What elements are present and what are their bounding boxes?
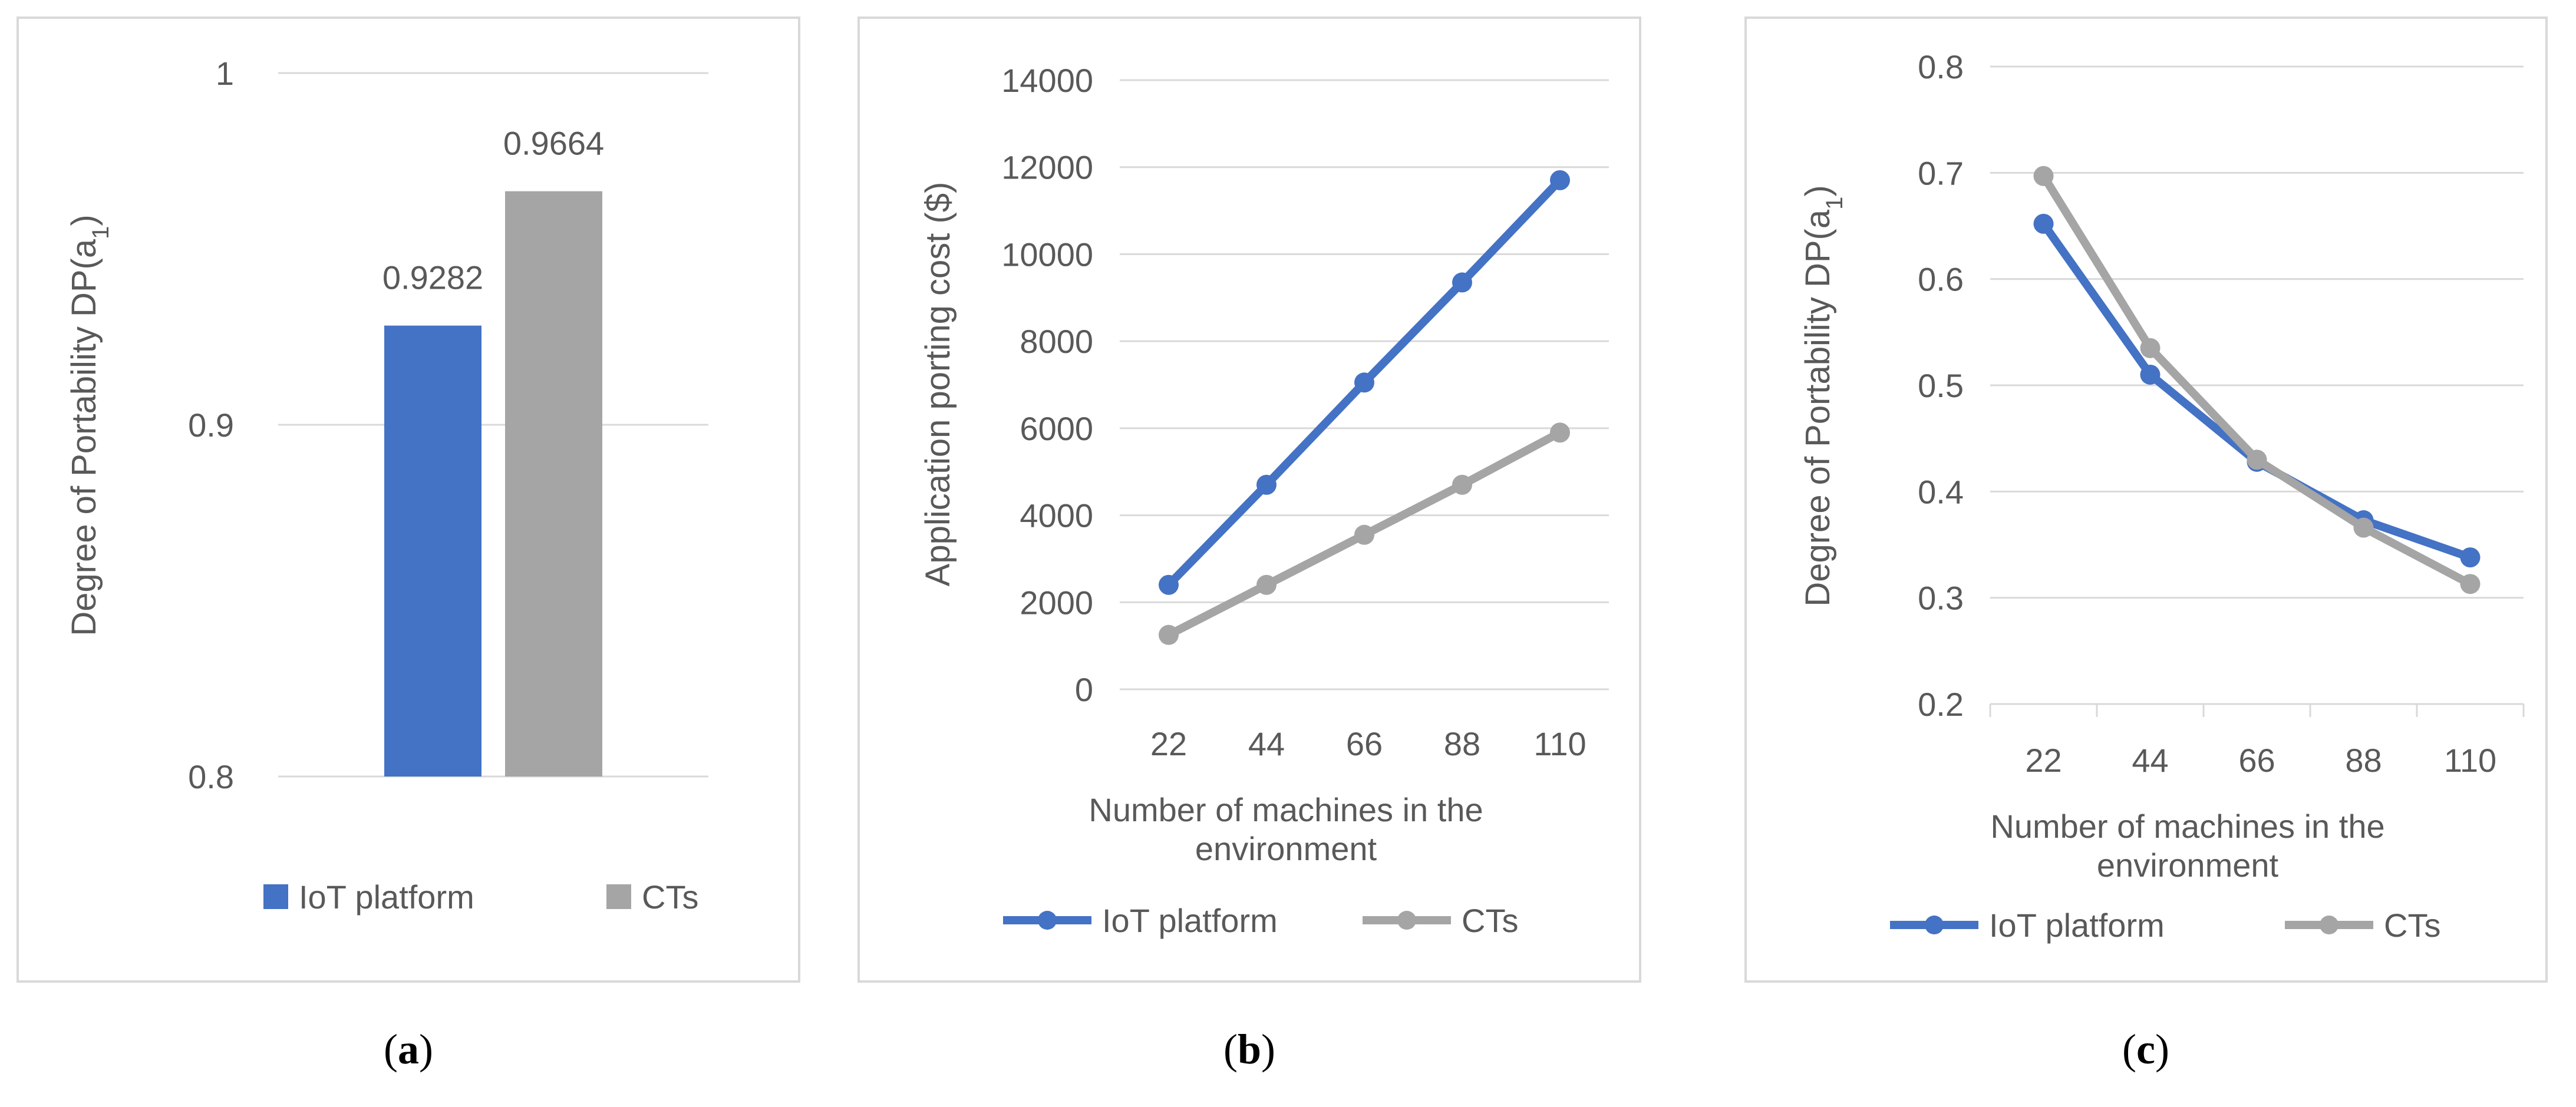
x-axis-label: environment	[2097, 847, 2279, 884]
x-tick-label: 66	[2238, 742, 2275, 779]
legend-marker-iot-platform	[1038, 911, 1057, 930]
data-point-cts	[1452, 474, 1472, 495]
data-label: 0.9282	[382, 259, 483, 296]
y-tick-label: 0.8	[1918, 48, 1964, 85]
y-tick-label: 6000	[1020, 410, 1093, 447]
data-point-iot-platform	[2033, 213, 2054, 234]
x-axis-label: environment	[1195, 830, 1377, 867]
data-point-iot-platform	[2460, 547, 2481, 568]
y-tick-label: 12000	[1001, 149, 1093, 186]
chart-panel-b: 0 2000 4000 6000 8000 10000 12000 14000 22 44 66 88…	[857, 16, 1641, 983]
y-tick-label: 8000	[1020, 323, 1093, 360]
data-point-iot-platform	[1354, 372, 1374, 393]
y-tick-label: 0.9	[188, 407, 234, 444]
x-tick-label: 66	[1346, 725, 1383, 762]
y-tick-label: 0.7	[1918, 154, 1964, 191]
legend-label-iot-platform: IoT platform	[1102, 902, 1278, 939]
x-axis-label: Number of machines in the	[1089, 791, 1483, 828]
x-tick-label: 110	[1533, 725, 1586, 762]
data-point-cts	[2353, 517, 2374, 538]
data-point-iot-platform	[1159, 574, 1179, 595]
y-tick-label: 0	[1075, 671, 1093, 708]
data-point-cts	[1550, 422, 1570, 443]
x-tick-label: 44	[1248, 725, 1285, 762]
data-point-cts	[1354, 524, 1374, 545]
y-tick-label: 10000	[1001, 236, 1093, 273]
legend-marker-iot-platform	[1925, 916, 1944, 934]
legend-swatch-iot-platform	[263, 884, 288, 909]
data-point-cts	[2460, 574, 2481, 594]
legend-marker-cts	[1397, 911, 1416, 930]
chart-panel-c: 0.2 0.3 0.4 0.5 0.6 0.7 0.8 22 44 66 88 110 Number o…	[1744, 16, 2548, 983]
bar-chart-degree-of-portability: 0.8 0.9 1 0.9282 0.9664 Degree of Portability…	[65, 55, 708, 916]
y-tick-label: 14000	[1001, 62, 1093, 99]
caption-b: (b)	[1223, 1026, 1276, 1073]
data-point-cts	[2140, 338, 2161, 358]
legend-swatch-cts	[606, 884, 631, 909]
x-tick-label: 88	[1444, 725, 1480, 762]
data-label: 0.9664	[503, 125, 604, 162]
bar-cts	[505, 191, 602, 776]
series-line-cts	[2039, 171, 2475, 589]
x-tick-label: 44	[2132, 742, 2168, 779]
legend-label-cts: CTs	[642, 878, 698, 916]
y-tick-label: 0.3	[1918, 580, 1964, 617]
y-tick-label: 2000	[1020, 584, 1093, 621]
data-point-iot-platform	[2140, 364, 2161, 385]
data-point-cts	[2247, 450, 2267, 470]
legend-label-cts: CTs	[2384, 907, 2440, 944]
y-tick-label: 0.2	[1918, 686, 1964, 723]
y-axis-label: Application porting cost ($)	[919, 182, 957, 587]
y-tick-label: 0.5	[1918, 367, 1964, 404]
caption-c: (c)	[2122, 1026, 2169, 1073]
caption-a: (a)	[384, 1026, 433, 1073]
legend-label-iot-platform: IoT platform	[299, 878, 474, 916]
y-tick-label: 0.4	[1918, 473, 1964, 510]
y-axis-label: Degree of Portability DP(a1)	[1799, 185, 1848, 606]
data-point-cts	[1256, 574, 1277, 595]
x-tick-label: 22	[2025, 742, 2062, 779]
y-tick-label: 4000	[1020, 497, 1093, 534]
y-tick-label: 0.6	[1918, 261, 1964, 298]
y-axis-label: Degree of Portability DP(a1)	[65, 214, 114, 636]
data-point-cts	[1159, 624, 1179, 645]
x-tick-label: 88	[2345, 742, 2382, 779]
legend-marker-cts	[2320, 916, 2338, 934]
legend-label-iot-platform: IoT platform	[1989, 907, 2165, 944]
data-point-iot-platform	[1452, 272, 1472, 293]
data-point-iot-platform	[1256, 474, 1277, 495]
x-tick-label: 110	[2444, 742, 2496, 779]
x-tick-label: 22	[1150, 725, 1187, 762]
data-point-cts	[2033, 166, 2054, 186]
line-chart-porting-cost: 0 2000 4000 6000 8000 10000 12000 14000 22 44 66 88…	[919, 62, 1609, 939]
bar-iot-platform	[384, 325, 481, 776]
data-point-iot-platform	[1550, 170, 1570, 190]
y-tick-label: 1	[216, 55, 234, 92]
legend-label-cts: CTs	[1462, 902, 1518, 939]
x-axis-label: Number of machines in the	[1990, 808, 2384, 845]
y-tick-label: 0.8	[188, 758, 234, 795]
line-chart-degree-of-portability: 0.2 0.3 0.4 0.5 0.6 0.7 0.8 22 44 66 88 110 Number o…	[1799, 48, 2525, 944]
chart-panel-a: 0.8 0.9 1 0.9282 0.9664 Degree of Portability…	[17, 16, 800, 983]
